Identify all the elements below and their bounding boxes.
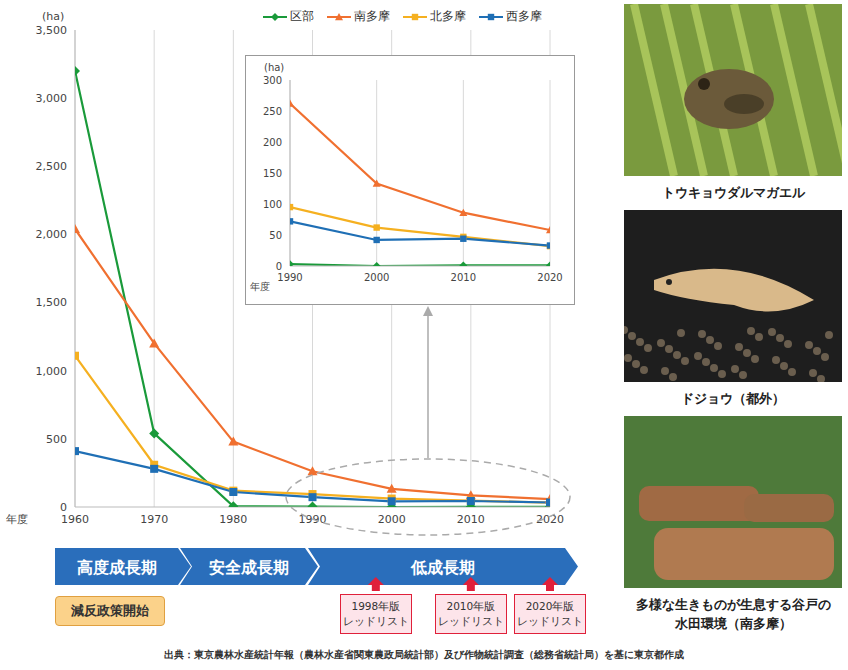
svg-text:低成長期: 低成長期	[410, 558, 475, 577]
html-text:減反政策開始: 減反政策開始	[71, 603, 149, 618]
svg-text:1980: 1980	[219, 513, 247, 526]
svg-text:200: 200	[263, 137, 282, 148]
html-text:区部: 区部	[290, 9, 314, 23]
html-text:レッドリスト: レッドリスト	[342, 615, 409, 627]
html-text:南多摩: 南多摩	[354, 9, 390, 23]
html-text:(ha): (ha)	[264, 62, 285, 73]
svg-text:3,000: 3,000	[36, 92, 68, 105]
svg-text:2000: 2000	[364, 272, 389, 283]
svg-text:2020: 2020	[536, 513, 564, 526]
svg-text:150: 150	[263, 168, 282, 179]
svg-text:2010: 2010	[451, 272, 476, 283]
html-text:レッドリスト: レッドリスト	[517, 615, 583, 627]
svg-text:2000: 2000	[378, 513, 406, 526]
svg-text:0: 0	[60, 501, 67, 514]
svg-text:0: 0	[276, 261, 282, 272]
html-text:北多摩: 北多摩	[430, 9, 466, 23]
svg-text:2020: 2020	[537, 272, 562, 283]
html-text:レッドリスト: レッドリスト	[437, 615, 504, 627]
svg-text:高度成長期: 高度成長期	[77, 558, 157, 577]
html-text:西多摩: 西多摩	[506, 9, 542, 23]
html-text:2010年版: 2010年版	[446, 600, 496, 612]
html-text:年度: 年度	[250, 281, 270, 292]
html-text:出典：東京農林水産統計年報（農林水産省関東農政局統計部）及び: 出典：東京農林水産統計年報（農林水産省関東農政局統計部）及び作物統計調査（総務省…	[164, 649, 684, 660]
html-text:1998年版: 1998年版	[351, 600, 401, 612]
svg-text:1970: 1970	[140, 513, 168, 526]
svg-text:2010: 2010	[457, 513, 485, 526]
svg-text:100: 100	[263, 199, 282, 210]
svg-text:1,500: 1,500	[36, 296, 68, 309]
svg-text:1990: 1990	[277, 272, 302, 283]
html-text:多様な生きものが生息する谷戸の水田環境（南多摩）: 多様な生きものが生息する谷戸の水田環境（南多摩）	[635, 597, 831, 631]
svg-text:2,000: 2,000	[36, 228, 68, 241]
html-text:トウキョウダルマガエル: トウキョウダルマガエル	[661, 185, 805, 200]
svg-text:1960: 1960	[61, 513, 89, 526]
html-text:2020年版: 2020年版	[525, 600, 575, 612]
html-text:年度: 年度	[6, 513, 28, 526]
html-text:ドジョウ（都外）: ドジョウ（都外）	[681, 391, 785, 406]
html-text:(ha): (ha)	[42, 10, 65, 23]
svg-text:50: 50	[269, 230, 282, 241]
svg-text:300: 300	[263, 75, 282, 86]
svg-text:2,500: 2,500	[36, 160, 68, 173]
svg-text:安全成長期: 安全成長期	[209, 558, 289, 577]
svg-text:3,500: 3,500	[36, 24, 68, 37]
svg-text:1,000: 1,000	[36, 365, 68, 378]
svg-text:250: 250	[263, 106, 282, 117]
svg-text:500: 500	[46, 433, 67, 446]
svg-text:1990: 1990	[299, 513, 327, 526]
